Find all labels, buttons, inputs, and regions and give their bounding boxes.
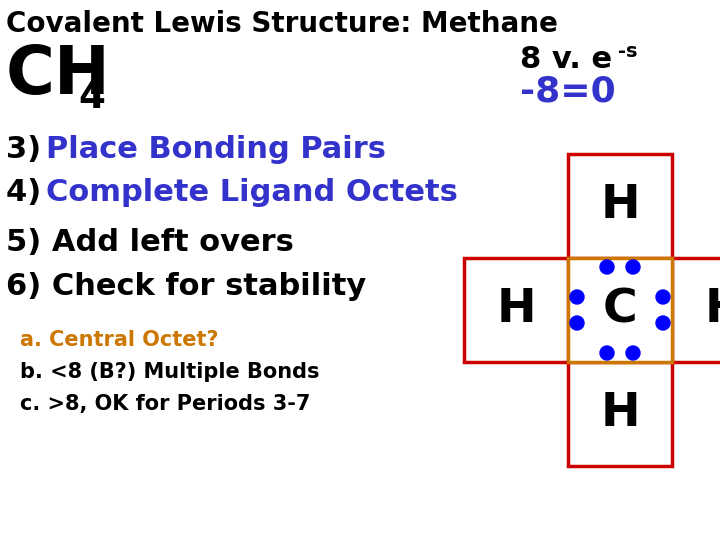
Text: c. >8, OK for Periods 3-7: c. >8, OK for Periods 3-7 [20, 394, 310, 414]
Text: H: H [496, 287, 536, 333]
Circle shape [626, 260, 640, 274]
Text: 5) Add left overs: 5) Add left overs [6, 228, 294, 257]
Text: 6) Check for stability: 6) Check for stability [6, 272, 366, 301]
Circle shape [600, 260, 614, 274]
Bar [568, 362, 672, 466]
Bar [464, 258, 568, 362]
Text: C: C [603, 287, 637, 333]
Circle shape [570, 316, 584, 330]
Text: -8=0: -8=0 [520, 75, 616, 109]
Text: Place Bonding Pairs: Place Bonding Pairs [46, 135, 386, 164]
Circle shape [656, 290, 670, 304]
Text: a. Central Octet?: a. Central Octet? [20, 330, 218, 350]
Bar [672, 258, 720, 362]
Text: Covalent Lewis Structure: Methane: Covalent Lewis Structure: Methane [6, 10, 558, 38]
Text: b. <8 (B?) Multiple Bonds: b. <8 (B?) Multiple Bonds [20, 362, 320, 382]
Text: H: H [704, 287, 720, 333]
Text: Complete Ligand Octets: Complete Ligand Octets [46, 178, 458, 207]
Text: 8 v. e: 8 v. e [520, 45, 612, 74]
Text: -s: -s [618, 42, 637, 61]
Text: H: H [600, 392, 640, 436]
Text: H: H [600, 184, 640, 228]
Circle shape [570, 290, 584, 304]
Text: CH: CH [6, 42, 111, 108]
Bar [568, 154, 672, 258]
Circle shape [626, 346, 640, 360]
Circle shape [600, 346, 614, 360]
Text: 4): 4) [6, 178, 52, 207]
Bar [568, 258, 672, 362]
Circle shape [656, 316, 670, 330]
Text: 3): 3) [6, 135, 52, 164]
Text: 4: 4 [78, 78, 105, 116]
